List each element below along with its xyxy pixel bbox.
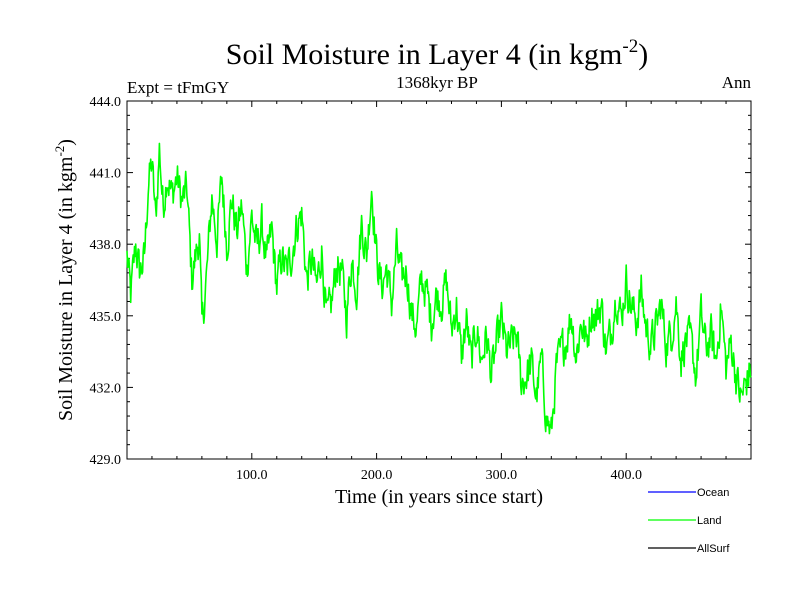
y-axis: 429.0 432.0 435.0 438.0 441.0 444.0 <box>90 95 751 468</box>
y-tick-label: 435.0 <box>90 310 122 325</box>
legend-label-land: Land <box>697 515 721 527</box>
y-axis-label-superscript: -2 <box>52 146 67 157</box>
y-tick-label: 438.0 <box>90 238 122 253</box>
y-tick-label: 444.0 <box>90 95 122 110</box>
y-axis-label: Soil Moisture in Layer 4 (in kgm-2) <box>52 139 77 421</box>
x-axis-label: Time (in years since start) <box>335 486 543 508</box>
y-tick-label: 432.0 <box>90 381 122 396</box>
legend: Ocean Land AllSurf <box>648 487 730 555</box>
series-layer <box>126 142 752 435</box>
y-tick-label: 429.0 <box>90 453 122 468</box>
chart-title: Soil Moisture in Layer 4 (in kgm-2) <box>226 36 648 71</box>
x-tick-label: 400.0 <box>610 468 642 483</box>
legend-label-ocean: Ocean <box>697 487 729 499</box>
season-label: Ann <box>722 73 752 92</box>
time-period-label: 1368kyr BP <box>396 73 478 92</box>
y-tick-label: 441.0 <box>90 167 122 182</box>
x-tick-label: 100.0 <box>236 468 268 483</box>
experiment-label: Expt = tFmGY <box>127 78 229 97</box>
x-axis: 100.0 200.0 300.0 400.0 <box>151 101 727 483</box>
legend-label-allsurf: AllSurf <box>697 543 730 555</box>
x-tick-label: 200.0 <box>361 468 393 483</box>
x-tick-label: 300.0 <box>486 468 518 483</box>
chart-title-superscript: -2 <box>622 36 638 57</box>
plot-area <box>126 100 752 460</box>
land-series-line <box>126 142 752 435</box>
